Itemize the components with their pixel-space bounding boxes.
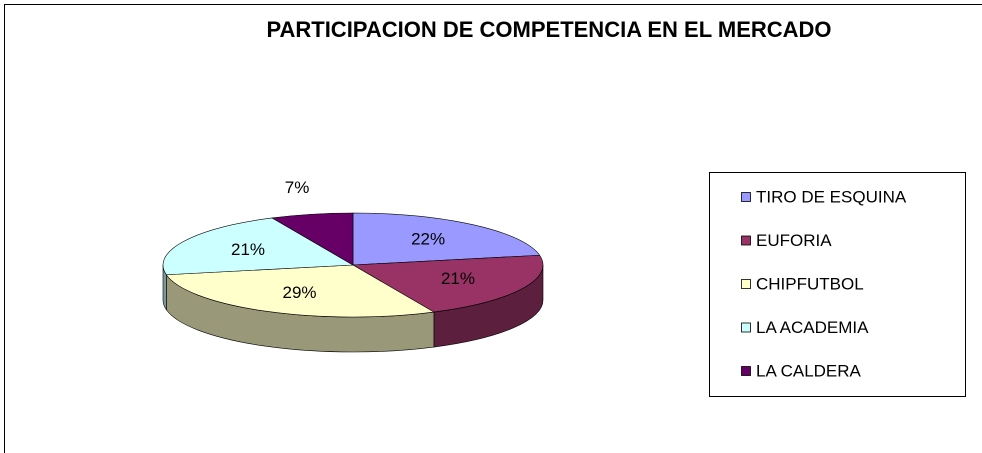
data-label: 21% <box>231 240 265 259</box>
legend-label: LA ACADEMIA <box>756 318 869 337</box>
legend-swatch <box>741 366 751 376</box>
pie-slice <box>352 212 541 266</box>
pie-slice <box>351 254 544 313</box>
pie-slice <box>165 264 435 318</box>
legend-swatch <box>741 192 751 202</box>
data-label: 22% <box>411 230 445 249</box>
legend-swatch <box>741 235 751 246</box>
legend-box <box>709 172 966 397</box>
legend-label: EUFORIA <box>756 231 832 250</box>
legend-swatch <box>741 279 751 289</box>
data-label: 29% <box>283 283 317 302</box>
pie-slice <box>162 217 355 276</box>
chart-title: PARTICIPACION DE COMPETENCIA EN EL MERCA… <box>266 17 831 42</box>
data-label: 7% <box>285 178 310 197</box>
legend-swatch <box>741 322 751 333</box>
pie-slice <box>271 212 354 266</box>
legend-label: TIRO DE ESQUINA <box>756 187 907 206</box>
legend-label: LA CALDERA <box>756 361 862 380</box>
data-label: 21% <box>441 269 475 288</box>
legend-label: CHIPFUTBOL <box>756 274 864 293</box>
